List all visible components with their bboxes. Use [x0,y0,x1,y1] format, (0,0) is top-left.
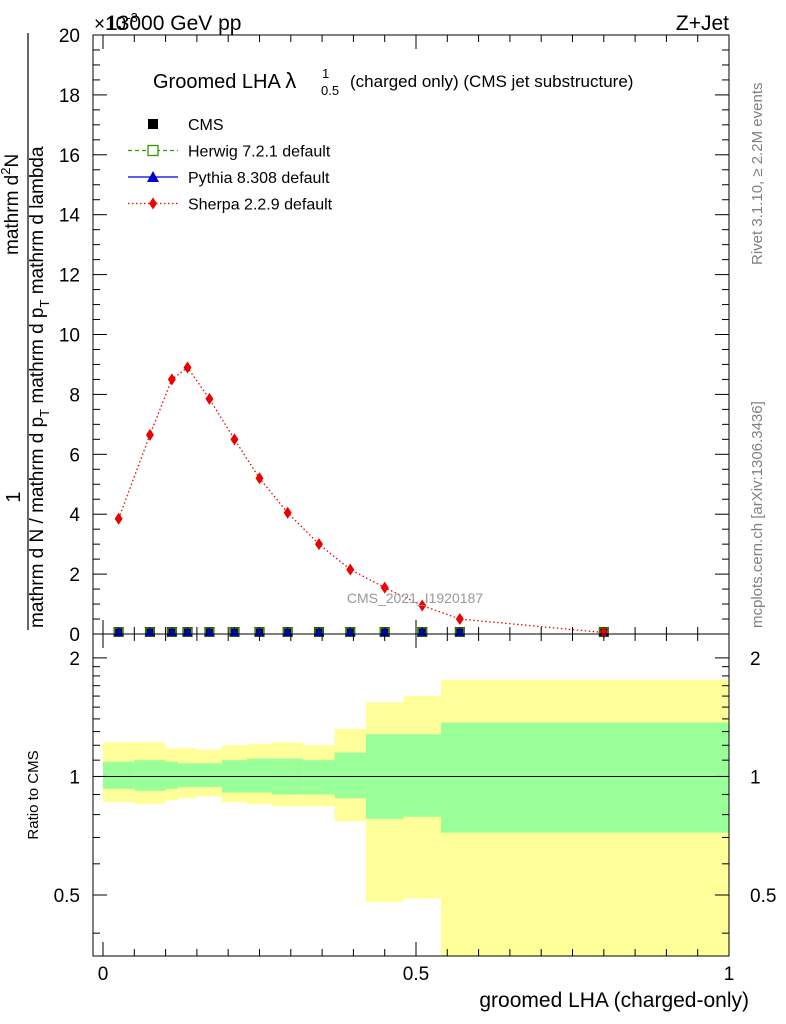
main-y-tick-label: 16 [59,146,80,167]
exponent-label: ×10-3 [94,10,138,35]
sherpa-point [380,581,389,594]
ratio-y-tick-label-right: 1 [750,767,761,788]
main-y-tick-label: 6 [69,445,80,466]
main-y-tick-label: 4 [69,505,80,526]
rivet-label: Rivet 3.1.10, ≥ 2.2M events [749,83,766,266]
ratio-y-tick-label: 1 [69,767,80,788]
sherpa-point [114,512,123,525]
legend-marker-pythia [147,171,159,182]
ratio-bands [103,679,729,956]
process-label: Z+Jet [676,12,729,35]
legend-label: Sherpa 2.2.9 default [188,197,333,214]
sherpa-point [230,433,239,446]
plot-title: Groomed LHA λ [153,68,296,93]
ylabel-d2n: mathrm d2N [0,154,23,255]
x-tick-label: 0.5 [403,964,429,985]
sherpa-point [418,599,427,612]
sherpa-point [145,428,154,441]
ratio-ylabel: Ratio to CMS [25,750,42,839]
main-y-tick-label: 18 [59,86,80,107]
sherpa-point [283,506,292,519]
legend: CMS Herwig 7.2.1 default Pythia 8.308 defa… [128,117,333,214]
ylabel-denominator: mathrm d N / mathrm d pT mathrm d pT mat… [27,146,52,628]
plot-title-tail: (charged only) (CMS jet substructure) [350,72,633,91]
ratio-band-inner [165,761,179,789]
ratio-plot: 0.5 0.51 12 2 0 0.5 1 Ratio to CMS groomed LH… [25,633,776,1012]
main-plot: 0 2 4 6 8 10 12 14 16 18 20 Groomed LHA λ 1 0.5 (c… [0,26,730,646]
plot-title-sub: 0.5 [321,83,339,98]
plot-title-sup: 1 [322,66,329,81]
legend-label: CMS [188,117,224,134]
main-y-axis: 0 2 4 6 8 10 12 14 16 18 20 [59,26,729,646]
ratio-band-inner [196,763,222,788]
legend-marker-herwig [147,144,159,157]
main-y-tick-label: 0 [69,625,80,646]
ratio-y-tick-label: 2 [69,649,80,670]
legend-marker-cms [148,119,158,129]
ratio-band-inner [303,760,335,795]
ratio-y-tick-label-right: 2 [750,649,761,670]
sherpa-point [346,563,355,576]
ratio-plot-frame [92,633,730,957]
ratio-y-tick-label-right: 0.5 [750,886,776,907]
ratio-x-axis: 0 0.5 1 [98,634,735,985]
ratio-band-inner [246,758,273,793]
main-y-tick-label: 12 [59,266,80,287]
ratio-band-inner [403,734,442,817]
sherpa-point [255,472,264,485]
ratio-band-inner [103,761,135,789]
ylabel-numerator: 1 [3,491,25,502]
ratio-band-inner [334,752,366,799]
main-y-tick-label: 2 [69,565,80,586]
x-tick-label: 0 [98,964,109,985]
main-y-tick-label: 8 [69,385,80,406]
main-y-tick-label: 20 [59,26,80,47]
ratio-y-axis: 0.5 0.5 1 1 2 2 [54,649,776,934]
ratio-y-tick-label: 0.5 [54,886,80,907]
ratio-band-inner [178,763,197,788]
sherpa-point [455,613,464,626]
sherpa-point [314,538,323,551]
energy-label: 13000 GeV pp [106,12,241,35]
main-y-tick-label: 10 [59,326,80,347]
ratio-xlabel: groomed LHA (charged-only) [479,989,749,1012]
legend-marker-sherpa [149,197,157,210]
main-ylabel: 1 mathrm d N / mathrm d pT mathrm d pT m… [0,33,52,630]
sherpa-point [167,373,176,386]
main-y-tick-label: 14 [59,206,81,227]
ratio-band-inner [134,760,166,791]
x-tick-label: 1 [724,964,735,985]
analysis-tag: CMS_2021_I1920187 [347,590,483,606]
main-x-axis [102,35,730,634]
sherpa-point [183,361,192,374]
sherpa-point [599,626,608,639]
ratio-band-inner [441,722,729,833]
legend-label: Pythia 8.308 default [188,170,330,187]
legend-label: Herwig 7.2.1 default [188,144,331,161]
mcplots-label: mcplots.cern.ch [arXiv:1306.3436] [749,401,766,628]
sherpa-point [205,392,214,405]
